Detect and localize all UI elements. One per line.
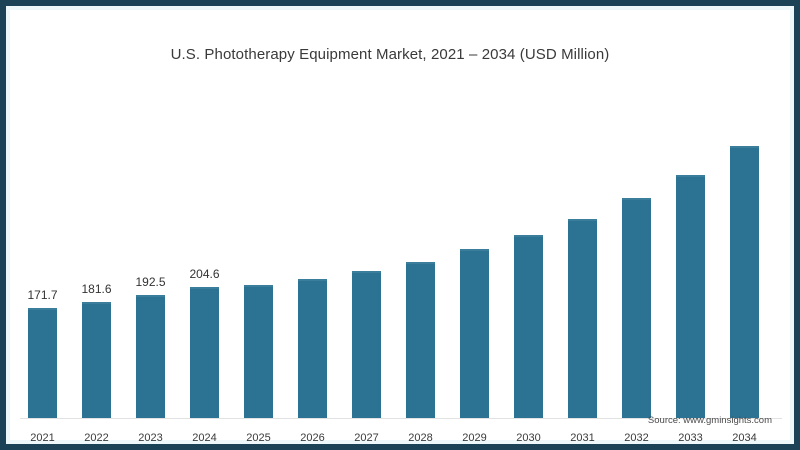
bar[interactable] <box>568 219 597 418</box>
bar[interactable] <box>136 295 165 418</box>
bar[interactable] <box>622 198 651 418</box>
x-axis-tick-2025: 2025 <box>246 432 271 444</box>
bar-value-label: 171.7 <box>27 288 58 302</box>
bar[interactable] <box>244 285 273 418</box>
frame-border-bottom <box>0 444 800 450</box>
bar[interactable] <box>190 287 219 418</box>
bar[interactable] <box>82 302 111 418</box>
x-axis-tick-2026: 2026 <box>300 432 325 444</box>
chart-title: U.S. Phototherapy Equipment Market, 2021… <box>170 46 610 63</box>
frame-border-right <box>794 0 800 450</box>
x-axis-tick-2031: 2031 <box>570 432 595 444</box>
frame-border-top <box>0 0 800 6</box>
bar[interactable] <box>460 249 489 418</box>
bar[interactable] <box>406 262 435 418</box>
bar[interactable] <box>298 279 327 418</box>
x-axis-tick-2021: 2021 <box>30 432 55 444</box>
bar[interactable] <box>28 308 57 418</box>
bar-value-label: 192.5 <box>135 275 166 289</box>
chart-canvas: U.S. Phototherapy Equipment Market, 2021… <box>10 10 790 444</box>
source-note: Source: www.gminsights.com <box>647 415 772 426</box>
x-axis-tick-2028: 2028 <box>408 432 433 444</box>
bar[interactable] <box>514 235 543 418</box>
x-axis-line <box>20 418 782 419</box>
x-axis-tick-2033: 2033 <box>678 432 703 444</box>
x-axis-tick-2024: 2024 <box>192 432 217 444</box>
bar[interactable] <box>730 146 759 418</box>
x-axis-tick-2029: 2029 <box>462 432 487 444</box>
x-axis-tick-2034: 2034 <box>732 432 757 444</box>
x-axis-tick-2032: 2032 <box>624 432 649 444</box>
x-axis-tick-2023: 2023 <box>138 432 163 444</box>
frame-border-left <box>0 0 6 450</box>
bar[interactable] <box>676 175 705 418</box>
x-axis-tick-2027: 2027 <box>354 432 379 444</box>
plot-area: 171.7 2021 181.6 2022 192.5 2023 204.6 2024 2025… <box>14 40 786 444</box>
x-axis-tick-2030: 2030 <box>516 432 541 444</box>
bar[interactable] <box>352 271 381 418</box>
x-axis-tick-2022: 2022 <box>84 432 109 444</box>
bar-value-label: 204.6 <box>189 267 220 281</box>
bar-value-label: 181.6 <box>81 282 112 296</box>
